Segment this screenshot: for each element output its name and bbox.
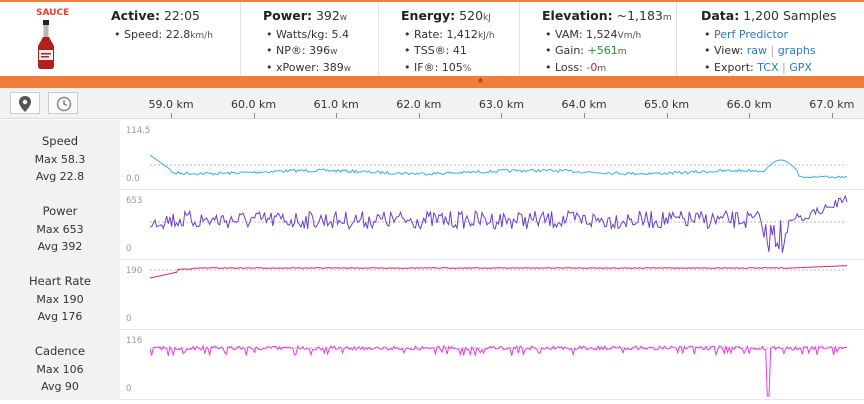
wkg-stat: • Watts/kg: 5.4 [266,28,350,41]
km-axis-label: 59.0 km [148,98,194,111]
collapse-bar[interactable]: » [0,76,864,88]
map-pin-icon [19,96,31,112]
export-row: • Export: TCX | GPX [704,61,812,74]
stream-avg: Avg 22.8 [35,170,85,183]
stream-title: Heart Rate [28,274,92,288]
active-title: Active: 22:05 [111,8,200,23]
stream-line [149,344,848,397]
heart-rate-stream-label: Heart Rate Max 190 Avg 176 [0,260,120,330]
vam-stat: • VAM: 1,524Vm/h [545,28,642,41]
cadence-chart[interactable]: 116 0 [120,330,864,400]
distance-axis-bar: 59.0 km 60.0 km 61.0 km 62.0 km 63.0 km 64.0 … [0,88,864,119]
cadence-stream-row[interactable]: Cadence Max 106 Avg 90 116 0 [0,330,864,400]
xpower-stat: • xPower: 389w [266,61,352,74]
collapse-chevron-icon[interactable]: » [475,77,487,84]
stream-max: Max 58.3 [34,153,86,166]
stream-max: Max 106 [36,363,84,376]
active-value: 22:05 [163,8,200,23]
y-axis-min-label: 0 [126,244,132,254]
power-stream-label: Power Max 653 Avg 392 [0,190,120,260]
perf-predictor-row: • Perf Predictor [704,28,789,41]
heart-rate-line [149,265,848,279]
y-axis-min-label: 0 [126,384,132,394]
stream-line [149,154,848,179]
km-axis-tick [171,113,172,118]
km-axis-tick [666,113,668,118]
sauce-logo: SAUCE [0,2,96,76]
data-title: Data: 1,200 Samples [701,8,837,23]
power-line [149,194,848,253]
speed-stat: • Speed: 22.8km/h [114,28,213,41]
km-axis-tick [749,113,751,118]
y-axis-min-label: 0 [126,314,132,324]
energy-column: Energy: 520kJ • Rate: 1,412kJ/h • TSS®: … [378,2,519,76]
speed-chart[interactable]: 114.5 0.0 [120,120,864,190]
stream-max: Max 653 [36,223,84,236]
time-view-button[interactable] [48,92,78,114]
speed-line [149,154,848,179]
stream-avg: Avg 90 [41,380,79,393]
tss-stat: • TSS®: 41 [404,44,467,57]
view-row: • View: raw | graphs [704,44,816,57]
elevation-title: Elevation: ~1,183m [542,8,672,23]
stream-avg: Avg 176 [37,310,83,323]
elevation-column: Elevation: ~1,183m • VAM: 1,524Vm/h • Ga… [519,2,676,76]
y-axis-max-label: 116 [126,336,143,346]
view-raw-link[interactable]: raw [746,44,767,57]
stream-title: Cadence [34,344,86,358]
km-axis-label: 64.0 km [561,98,607,111]
km-axis-label: 60.0 km [231,98,277,111]
gain-stat: • Gain: +561m [545,44,627,57]
stream-title: Speed [41,134,79,148]
km-axis-label: 63.0 km [478,98,524,111]
map-view-button[interactable] [10,92,40,114]
km-axis-tick [418,113,420,118]
view-graphs-link[interactable]: graphs [777,44,816,57]
stream-line [149,265,848,279]
stats-header: SAUCE Active: 22:05 • Speed: 22.8km/h Po… [0,2,864,76]
power-column: Power: 392w • Watts/kg: 5.4 • NP®: 396w … [240,2,378,76]
heart-rate-stream-row[interactable]: Heart Rate Max 190 Avg 176 190 0 [0,260,864,330]
export-tcx-link[interactable]: TCX [757,61,779,74]
energy-title: Energy: 520kJ [401,8,491,23]
sauce-bottle-icon [38,20,54,69]
data-column: Data: 1,200 Samples • Perf Predictor • V… [676,2,864,76]
km-axis-tick [584,113,585,118]
export-gpx-link[interactable]: GPX [789,61,812,74]
logo-text: SAUCE [36,8,70,18]
clock-icon [56,96,72,112]
active-column: Active: 22:05 • Speed: 22.8km/h [96,2,240,76]
km-axis-label: 62.0 km [396,98,442,111]
heart-rate-chart[interactable]: 190 0 [120,260,864,330]
stream-max: Max 190 [36,293,84,306]
cadence-stream-label: Cadence Max 106 Avg 90 [0,330,120,400]
top-accent-border [0,0,864,2]
speed-stream-row[interactable]: Speed Max 58.3 Avg 22.8 114.5 0.0 [0,120,864,190]
power-title: Power: 392w [263,8,348,23]
cadence-line [149,344,848,397]
rate-stat: • Rate: 1,412kJ/h [404,28,495,41]
np-stat: • NP®: 396w [266,44,338,57]
km-axis-label: 67.0 km [809,98,855,111]
km-axis-tick [253,113,255,118]
stream-line [149,194,848,253]
km-axis-tick [831,113,833,118]
y-axis-max-label: 190 [126,266,143,276]
stream-title: Power [42,204,78,218]
y-axis-min-label: 0.0 [126,174,140,184]
y-axis-max-label: 653 [126,196,143,206]
km-axis-tick [336,113,338,118]
perf-predictor-link[interactable]: Perf Predictor [714,28,789,41]
loss-stat: • Loss: -0m [545,61,607,74]
y-axis-max-label: 114.5 [126,126,151,136]
if-stat: • IF®: 105% [404,61,472,74]
power-stream-row[interactable]: Power Max 653 Avg 392 653 0 [0,190,864,260]
km-axis-tick [501,113,503,118]
power-chart[interactable]: 653 0 [120,190,864,260]
km-axis-label: 66.0 km [726,98,772,111]
speed-stream-label: Speed Max 58.3 Avg 22.8 [0,120,120,190]
stream-avg: Avg 392 [37,240,83,253]
km-axis-label: 61.0 km [313,98,359,111]
km-axis-label: 65.0 km [644,98,690,111]
